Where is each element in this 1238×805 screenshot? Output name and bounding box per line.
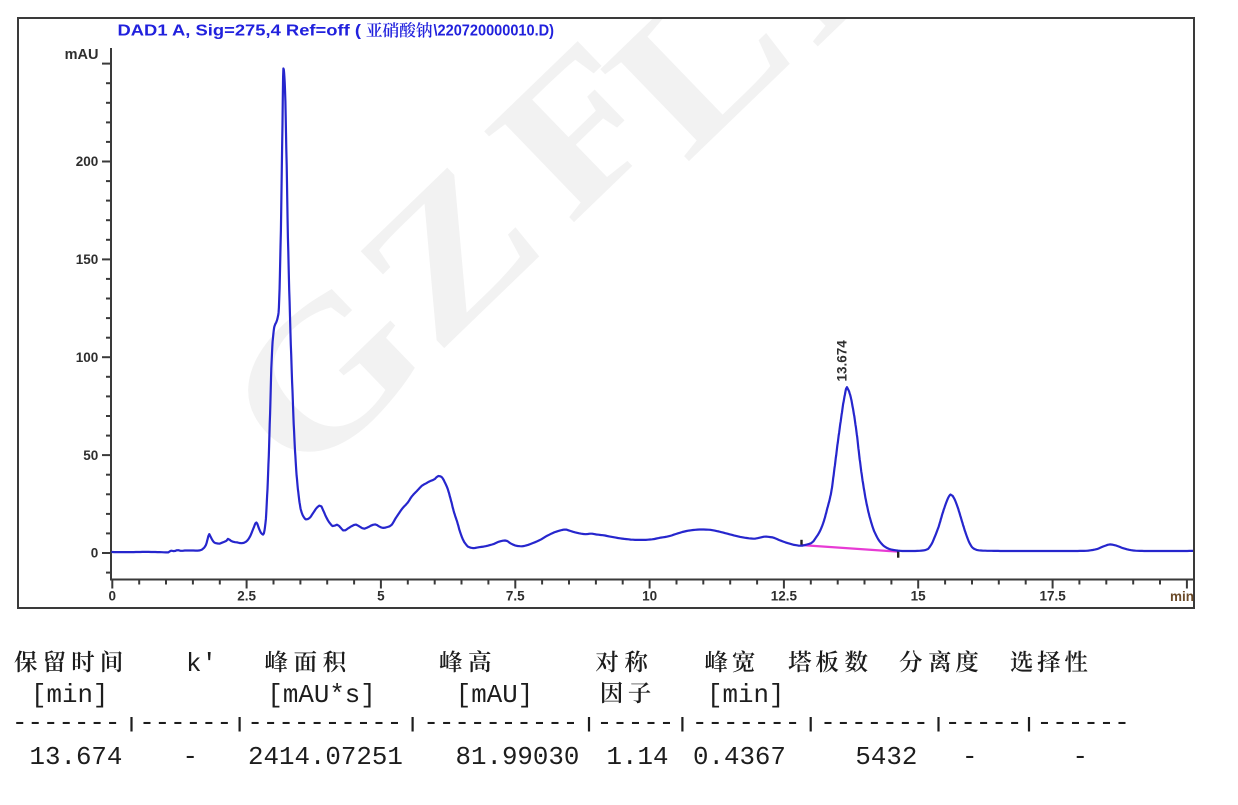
svg-text:[mAU]: [mAU] bbox=[456, 681, 533, 710]
svg-text:-------: ------- bbox=[820, 709, 928, 738]
svg-text:----------: ---------- bbox=[247, 709, 402, 738]
svg-text:10: 10 bbox=[642, 589, 657, 604]
svg-text:0: 0 bbox=[91, 546, 99, 561]
svg-text:-: - bbox=[183, 743, 198, 772]
svg-text:100: 100 bbox=[76, 350, 99, 365]
svg-text:[mAU*s]: [mAU*s] bbox=[267, 681, 375, 710]
svg-text:-----: ----- bbox=[597, 709, 674, 738]
svg-text:0: 0 bbox=[109, 589, 117, 604]
svg-text:k': k' bbox=[186, 650, 217, 679]
svg-text:13.674: 13.674 bbox=[30, 743, 123, 772]
svg-text:mAU: mAU bbox=[65, 47, 99, 63]
svg-text:DAD1 A, Sig=275,4 Ref=off (: DAD1 A, Sig=275,4 Ref=off ( bbox=[118, 22, 362, 39]
svg-text:17.5: 17.5 bbox=[1039, 589, 1066, 604]
svg-text:0.4367: 0.4367 bbox=[693, 743, 786, 772]
svg-text:13.674: 13.674 bbox=[835, 340, 850, 382]
svg-text:5: 5 bbox=[377, 589, 385, 604]
svg-text:15: 15 bbox=[911, 589, 927, 604]
svg-text:-------: ------- bbox=[12, 709, 120, 738]
svg-text:-: - bbox=[1073, 743, 1088, 772]
svg-text:[min]: [min] bbox=[31, 681, 108, 710]
svg-text:7.5: 7.5 bbox=[506, 589, 525, 604]
svg-text:81.99030: 81.99030 bbox=[456, 743, 580, 772]
svg-text:200: 200 bbox=[76, 154, 99, 169]
svg-text:50: 50 bbox=[83, 448, 98, 463]
svg-text:1.14: 1.14 bbox=[607, 743, 669, 772]
svg-text:-----: ----- bbox=[945, 709, 1022, 738]
svg-text:-------: ------- bbox=[692, 709, 800, 738]
svg-text:2.5: 2.5 bbox=[237, 589, 256, 604]
svg-text:150: 150 bbox=[76, 252, 99, 267]
svg-text:2414.07251: 2414.07251 bbox=[248, 743, 403, 772]
svg-text:5432: 5432 bbox=[855, 743, 917, 772]
svg-text:min: min bbox=[1170, 589, 1194, 604]
svg-text:12.5: 12.5 bbox=[771, 589, 798, 604]
svg-text:[min]: [min] bbox=[707, 681, 784, 710]
svg-text:------: ------ bbox=[1037, 709, 1130, 738]
svg-text:\220720000010.D): \220720000010.D) bbox=[434, 22, 555, 39]
svg-text:------: ------ bbox=[139, 709, 232, 738]
svg-text:-: - bbox=[962, 743, 977, 772]
svg-text:----------: ---------- bbox=[423, 709, 578, 738]
